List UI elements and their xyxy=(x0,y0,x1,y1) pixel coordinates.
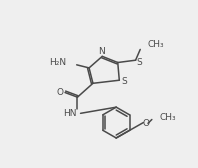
Text: H₂N: H₂N xyxy=(49,58,66,67)
Text: O: O xyxy=(143,119,150,128)
Text: N: N xyxy=(98,47,105,56)
Text: CH₃: CH₃ xyxy=(148,39,165,49)
Text: CH₃: CH₃ xyxy=(160,113,176,122)
Text: HN: HN xyxy=(63,109,76,118)
Text: S: S xyxy=(137,58,142,67)
Text: S: S xyxy=(122,77,128,86)
Text: O: O xyxy=(56,88,63,97)
